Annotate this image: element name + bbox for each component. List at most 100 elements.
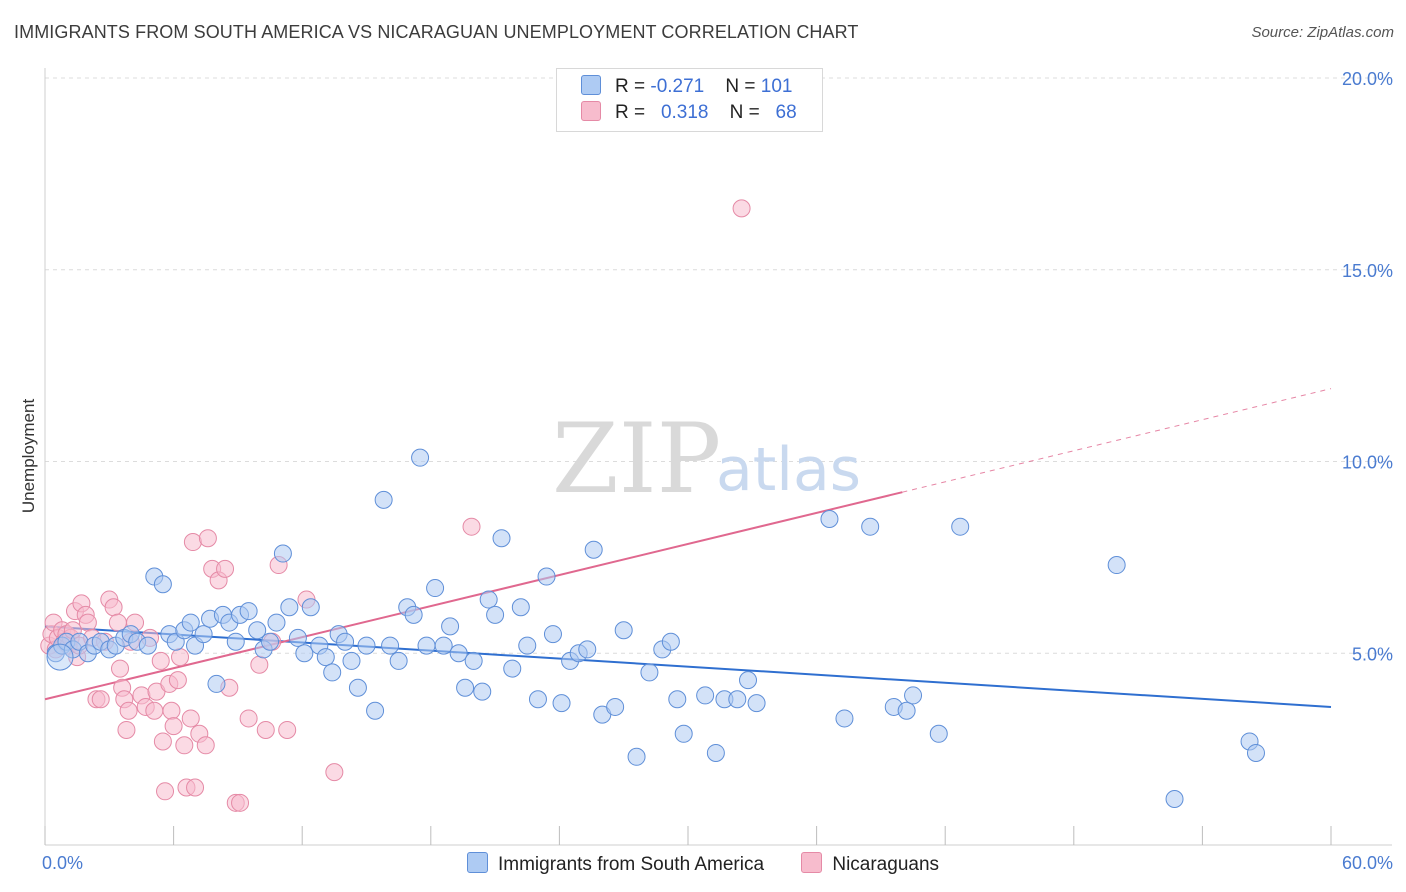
south-america-point	[181, 613, 200, 632]
south-america-point	[640, 663, 659, 682]
south-america-point	[747, 694, 766, 713]
south-america-point	[389, 651, 408, 670]
nicaraguans-point	[171, 648, 190, 667]
south-america-point	[897, 701, 916, 720]
nicaraguans-point	[231, 793, 250, 812]
nicaraguans-point	[151, 651, 170, 670]
south-america-point	[153, 575, 172, 594]
nicaraguans-point	[216, 559, 235, 578]
grid-lines	[45, 77, 1392, 654]
south-america-point	[528, 690, 547, 709]
south-america-point	[503, 659, 522, 678]
south-america-point	[661, 632, 680, 651]
south-america-point	[820, 510, 839, 529]
south-america-point	[46, 643, 74, 671]
south-america-point	[366, 701, 385, 720]
nicaraguans-point	[325, 763, 344, 782]
legend-swatch-pink	[801, 852, 823, 873]
nicaraguans-point	[91, 690, 110, 709]
south-america-point	[267, 613, 286, 632]
south-america-point	[426, 579, 445, 598]
legend-item-nicaraguans: Nicaraguans	[801, 852, 939, 876]
nicaraguans-point	[256, 720, 275, 739]
y-tick-label: 5.0%	[1352, 644, 1393, 664]
south-america-point	[194, 625, 213, 644]
nicaraguans-point	[196, 736, 215, 755]
south-america-point	[316, 648, 335, 667]
nicaraguans-point	[78, 613, 97, 632]
nicaraguans-point	[198, 529, 217, 548]
legend-r-label: R =	[615, 102, 651, 123]
south-america-point	[239, 602, 258, 621]
nicaraguans-point	[250, 655, 269, 674]
south-america-point	[348, 678, 367, 697]
legend-label-south-america: Immigrants from South America	[497, 854, 765, 875]
legend-swatch-pink	[581, 101, 601, 121]
south-america-point	[511, 598, 530, 617]
south-america-point	[861, 517, 880, 536]
legend-item-south-america: Immigrants from South America	[466, 852, 765, 876]
south-america-point	[1165, 789, 1184, 808]
south-america-point	[584, 540, 603, 559]
south-america-point	[434, 636, 453, 655]
south-america-point	[627, 747, 646, 766]
south-america-point	[404, 605, 423, 624]
south-america-point	[273, 544, 292, 563]
south-america-point	[728, 690, 747, 709]
data-points	[40, 199, 1265, 812]
south-america-point	[441, 617, 460, 636]
south-america-point	[280, 598, 299, 617]
y-tick-label: 10.0%	[1342, 453, 1393, 473]
south-america-point	[1246, 743, 1265, 762]
y-tick-label: 20.0%	[1342, 69, 1393, 89]
nicaraguans-trend-line	[44, 491, 903, 701]
x-tick-label: 0.0%	[42, 853, 83, 873]
nicaraguans-point	[462, 517, 481, 536]
nicaraguans-trend-extension	[902, 388, 1332, 493]
south-america-point	[456, 678, 475, 697]
nicaraguans-point	[186, 778, 205, 797]
south-america-point	[248, 621, 267, 640]
chart-title: IMMIGRANTS FROM SOUTH AMERICA VS NICARAG…	[14, 22, 859, 42]
south-america-point	[357, 636, 376, 655]
south-america-point	[417, 636, 436, 655]
nicaraguans-point	[181, 709, 200, 728]
south-america-point	[1107, 556, 1126, 575]
south-america-point	[696, 686, 715, 705]
legend-n-label: N =	[729, 102, 765, 123]
south-america-point	[614, 621, 633, 640]
legend-swatch-blue	[466, 852, 488, 873]
nicaraguans-point	[104, 598, 123, 617]
nicaraguans-point	[119, 701, 138, 720]
south-america-point	[492, 529, 511, 548]
tick-labels: 5.0% 10.0% 15.0% 20.0% 0.0% 60.0%	[42, 69, 1393, 873]
south-america-point	[904, 686, 923, 705]
south-america-point	[739, 671, 758, 690]
nicaraguans-point	[117, 720, 136, 739]
south-america-point	[301, 598, 320, 617]
nicaraguans-point	[164, 717, 183, 736]
south-america-point	[138, 636, 157, 655]
y-tick-label: 15.0%	[1342, 261, 1393, 281]
south-america-point	[207, 674, 226, 693]
nicaraguans-point	[168, 671, 187, 690]
south-america-point	[674, 724, 693, 743]
nicaraguans-point	[111, 659, 130, 678]
series-legend: Immigrants from South America Nicaraguan…	[0, 852, 1406, 876]
south-america-point	[411, 448, 430, 467]
trend-lines	[44, 388, 1332, 708]
south-america-point	[929, 724, 948, 743]
legend-r-value: 0.318	[660, 102, 709, 123]
south-america-point	[449, 644, 468, 663]
south-america-point	[295, 644, 314, 663]
watermark-zip: ZIP	[552, 403, 721, 515]
south-america-point	[552, 694, 571, 713]
south-america-point	[473, 682, 492, 701]
y-axis-label: Unemployment	[19, 399, 38, 514]
south-america-point	[323, 663, 342, 682]
south-america-point	[374, 490, 393, 509]
nicaraguans-point	[153, 732, 172, 751]
legend-n-label: N =	[725, 76, 761, 97]
south-america-point	[951, 517, 970, 536]
